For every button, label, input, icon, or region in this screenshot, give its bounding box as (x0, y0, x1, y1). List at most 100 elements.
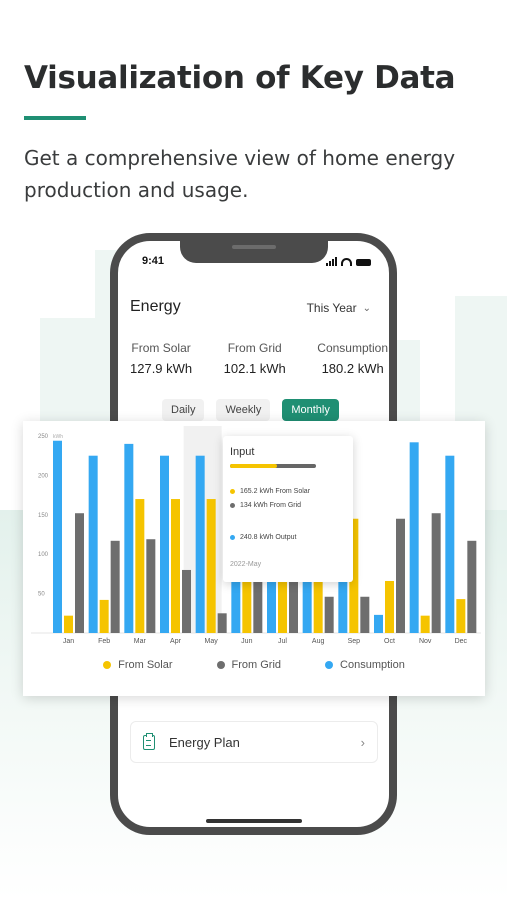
bar-from-grid-jul (289, 558, 298, 633)
stat-label: From Grid (227, 341, 282, 355)
x-tick-label: Sep (348, 638, 361, 645)
consumption-dot-icon (230, 535, 235, 540)
bar-consumption-sep (338, 558, 348, 633)
tooltip-output-row: 240.8 kWh Output (230, 534, 296, 541)
chart-tooltip: Input 165.2 kWh From Solar 134 kWh From … (223, 436, 353, 582)
bar-from-grid-mar (146, 539, 156, 633)
signal-icon (326, 257, 337, 266)
tooltip-output-text: 240.8 kWh Output (240, 534, 297, 541)
stat-consumption: Consumption 180.2 kWh (317, 341, 388, 376)
bar-consumption-may (195, 455, 205, 633)
x-tick-label: Aug (312, 638, 325, 645)
x-tick-label: Mar (134, 638, 147, 645)
energy-plan-row[interactable]: Energy Plan › (130, 721, 378, 763)
tooltip-grid-row: 134 kWh From Grid (230, 502, 301, 509)
x-tick-label: Jul (278, 638, 287, 645)
battery-icon (356, 259, 371, 266)
bar-consumption-apr (160, 455, 169, 633)
period-toggle-group: Daily Weekly Monthly (162, 399, 339, 421)
toggle-monthly[interactable]: Monthly (282, 399, 339, 421)
y-tick-label: 250 (38, 434, 49, 440)
home-indicator (206, 819, 302, 823)
bar-from-grid-apr (182, 569, 191, 633)
tooltip-progress-fill (230, 464, 278, 468)
x-tick-label: Jan (63, 638, 74, 645)
bar-consumption-mar (124, 443, 134, 633)
status-icons (326, 257, 371, 266)
solar-dot-icon (230, 489, 235, 494)
bar-from-solar-dec (456, 599, 466, 633)
energy-bar-chart: 50 100 150 200 250 kWh Jan Feb Mar Apr May Jun Jul Au… (31, 426, 481, 645)
bar-from-solar-may (206, 499, 216, 633)
status-time: 9:41 (142, 255, 165, 267)
bar-from-solar-aug (313, 558, 323, 633)
grid-dot-icon (230, 503, 235, 508)
y-tick-label: 100 (38, 552, 49, 558)
x-tick-label: Dec (455, 638, 468, 645)
bar-from-solar-apr (171, 499, 180, 633)
solar-dot-icon (103, 661, 112, 669)
bar-from-solar-mar (135, 499, 145, 633)
period-select[interactable]: This Year ⌄ (307, 301, 371, 315)
y-unit-label: kWh (53, 434, 63, 440)
page-headline: Visualization of Key Data (24, 60, 456, 96)
x-tick-label: Oct (384, 638, 395, 645)
stat-label: Consumption (317, 341, 388, 355)
energy-chart-card: 50 100 150 200 250 kWh Jan Feb Mar Apr May Jun Jul Au… (23, 421, 485, 696)
legend-consumption[interactable]: Consumption (325, 659, 405, 671)
bar-from-solar-feb (99, 599, 109, 633)
stat-value: 127.9 kWh (130, 361, 193, 376)
bar-from-solar-nov (420, 615, 430, 633)
bar-from-grid-dec (467, 540, 477, 633)
bar-consumption-dec (445, 455, 455, 633)
legend-label: From Solar (118, 659, 173, 671)
energy-stats: From Solar 127.9 kWh From Grid 102.1 kWh… (130, 341, 388, 376)
energy-plan-label: Energy Plan (169, 734, 240, 750)
x-tick-label: Jun (241, 638, 252, 645)
x-tick-label: Feb (98, 638, 110, 645)
bar-from-grid-may (217, 613, 227, 633)
stat-value: 102.1 kWh (223, 361, 286, 376)
y-tick-label: 50 (38, 592, 45, 598)
toggle-daily[interactable]: Daily (162, 399, 205, 421)
bar-from-solar-oct (385, 580, 394, 633)
period-select-label: This Year (306, 301, 357, 315)
y-tick-label: 150 (38, 513, 49, 519)
x-tick-label: May (205, 638, 219, 645)
bar-from-grid-oct (396, 518, 405, 633)
bar-from-solar-sep (349, 518, 359, 633)
chart-legend: From Solar From Grid Consumption (23, 659, 485, 671)
bar-from-grid-nov (431, 513, 441, 633)
energy-title: Energy (130, 298, 181, 315)
tooltip-solar-text: 165.2 kWh From Solar (240, 488, 311, 495)
bar-from-grid-aug (324, 596, 334, 633)
bar-from-solar-jun (242, 554, 252, 633)
bar-from-grid-feb (110, 540, 120, 633)
page-subtitle: Get a comprehensive view of home energy … (24, 146, 456, 202)
tooltip-date: 2022-May (230, 561, 262, 568)
consumption-dot-icon (325, 661, 334, 669)
wifi-icon (341, 258, 352, 266)
stat-from-solar: From Solar 127.9 kWh (130, 341, 192, 376)
chevron-down-icon: ⌄ (362, 302, 371, 314)
stat-label: From Solar (131, 341, 191, 355)
phone-notch (180, 241, 328, 263)
tooltip-grid-text: 134 kWh From Grid (240, 502, 302, 509)
chevron-right-icon: › (360, 734, 365, 750)
bar-consumption-jan (53, 440, 62, 633)
x-tick-label: Nov (419, 638, 432, 645)
toggle-weekly[interactable]: Weekly (216, 399, 271, 421)
clipboard-icon (143, 732, 155, 750)
bar-from-grid-sep (360, 596, 370, 633)
legend-from-grid[interactable]: From Grid (216, 659, 281, 671)
stat-from-grid: From Grid 102.1 kWh (224, 341, 286, 376)
x-tick-label: Apr (170, 638, 182, 645)
y-tick-label: 200 (38, 473, 49, 479)
bar-from-solar-jul (278, 554, 287, 633)
bar-consumption-aug (302, 577, 312, 633)
stat-value: 180.2 kWh (321, 361, 384, 376)
tooltip-solar-row: 165.2 kWh From Solar (230, 488, 310, 495)
headline-accent-bar (24, 116, 86, 120)
legend-from-solar[interactable]: From Solar (103, 659, 173, 671)
bar-from-grid-jan (75, 513, 84, 633)
